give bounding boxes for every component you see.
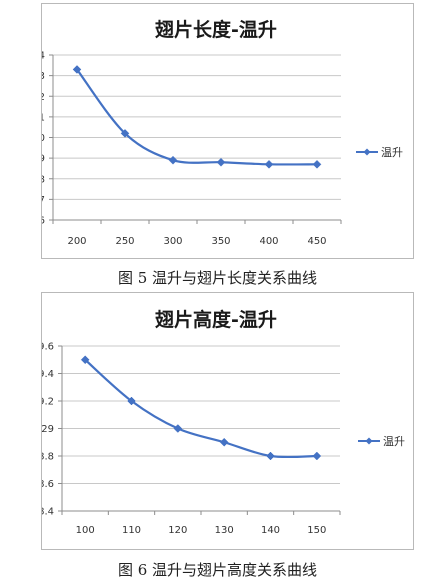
data-point [216,157,226,167]
chart-height-temperature-rise: 翅片高度-温升 28.4 28.6 28.8 29 29.2 29.4 29.6 100 110 1… [41,292,414,550]
chart-title: 翅片高度-温升 [155,308,277,331]
y-tick-label: 34 [42,51,45,62]
x-tick-label: 100 [76,525,95,536]
y-tick-label: 32 [42,92,45,103]
y-tick-label: 26 [42,216,45,227]
x-tick-label: 350 [211,236,230,247]
figure-5-caption: 图 5 温升与翅片长度关系曲线 [117,269,318,287]
x-tick-label: 450 [307,236,326,247]
x-tick-label: 200 [67,236,86,247]
legend-marker [365,437,373,445]
legend-marker [363,148,371,156]
x-tick-label: 120 [168,525,187,536]
y-tick-label: 28 [42,174,45,185]
y-tick-label: 29.6 [42,342,54,353]
data-point [266,451,275,461]
series-line [84,358,317,459]
figure-6-caption: 图 6 温升与翅片高度关系曲线 [117,561,318,579]
data-point [219,437,229,447]
data-point [168,155,178,165]
data-point [264,159,274,169]
legend-label: 温升 [383,435,405,448]
data-point [72,65,82,74]
y-tick-label: 29.4 [42,369,54,380]
y-tick-label: 29 [42,424,54,435]
y-tick-label: 29 [42,154,45,165]
x-tick-label: 140 [261,525,280,536]
data-point [312,451,322,461]
y-tick-label: 33 [42,71,45,82]
y-tick-label: 29.2 [42,397,54,408]
data-point [127,396,136,406]
data-point [312,159,322,169]
data-point [80,355,90,365]
x-tick-label: 150 [307,525,326,536]
x-tick-label: 250 [115,236,134,247]
y-tick-label: 30 [42,133,45,144]
x-tick-label: 400 [259,236,278,247]
y-tick-label: 28.8 [42,452,54,463]
y-tick-label: 28.6 [42,479,54,490]
y-tick-label: 31 [42,112,45,123]
y-tick-label: 27 [42,195,45,206]
data-point [120,129,130,138]
legend-label: 温升 [381,146,403,159]
x-tick-label: 130 [215,525,234,536]
y-tick-label: 28.4 [42,507,54,518]
x-tick-label: 110 [122,525,141,536]
x-tick-label: 300 [163,236,182,247]
data-point [173,424,183,433]
chart-1-svg: 翅片长度-温升 26 27 28 29 30 31 32 33 34 200 250 300 350 400… [42,18,403,247]
chart-title: 翅片长度-温升 [155,18,277,41]
chart-2-svg: 翅片高度-温升 28.4 28.6 28.8 29 29.2 29.4 29.6 100 110 1… [42,308,405,536]
chart-length-temperature-rise: 翅片长度-温升 26 27 28 29 30 31 32 33 34 200 250 300 350 400… [41,3,414,259]
